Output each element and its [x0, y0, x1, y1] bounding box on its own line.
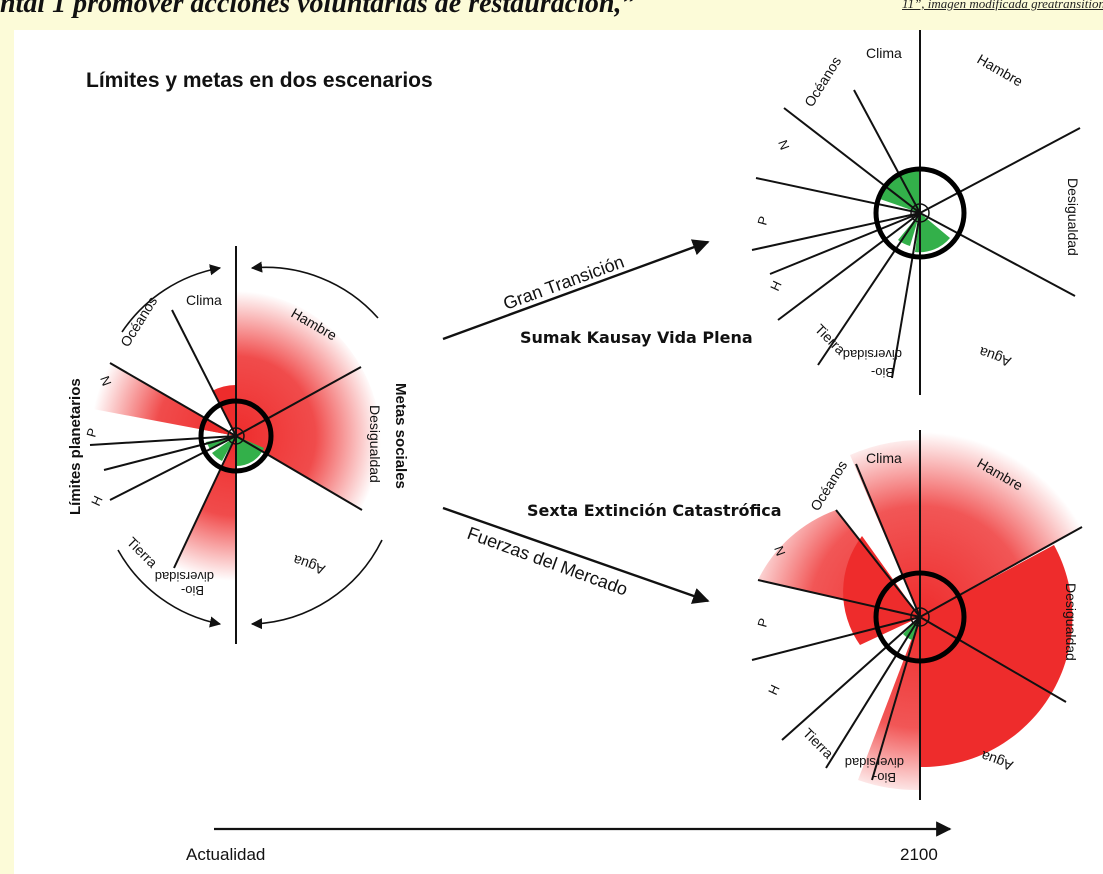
path-mark [250, 539, 383, 630]
line-mark [109, 362, 237, 437]
scenario-name-top: Sumak Kausay Vida Plena [520, 328, 753, 347]
diagram-panel: Límites y metas en dos escenarios [14, 30, 1103, 874]
line-mark [871, 616, 921, 781]
line-mark [89, 435, 237, 446]
wheel-current: Clima Océanos N P H Tierra diversidad Bi… [67, 246, 409, 644]
line-mark [919, 526, 1083, 618]
timeline-end: 2100 [900, 845, 938, 864]
path-mark [920, 545, 1073, 768]
label-agua-b: Agua [979, 748, 1015, 774]
label-agua-t: Agua [977, 344, 1013, 370]
scenario-name-bottom: Sexta Extinción Catastrófica [527, 501, 782, 520]
line-mark [751, 616, 921, 661]
line-mark [855, 463, 921, 618]
path-mark [915, 213, 950, 253]
line-mark [235, 366, 362, 437]
sector-desigualdad [236, 367, 381, 510]
sector-nitrogeno [93, 363, 236, 436]
line-mark [235, 435, 363, 511]
label-oceanos-t: Océanos [801, 54, 844, 110]
line-mark [173, 435, 237, 569]
label-desigualdad-l: Desigualdad [367, 405, 383, 483]
label-metas-sociales: Metas sociales [392, 383, 409, 489]
circle-mark [873, 166, 967, 260]
line-mark [817, 212, 921, 366]
label-clima-t: Clima [866, 45, 902, 61]
label-bio-l: Bio- [181, 583, 204, 598]
header-strip: ntal 1 promover acciones voluntarias de … [0, 0, 1103, 30]
label-p-t: P [754, 215, 771, 227]
label-desigualdad-b: Desigualdad [1063, 583, 1079, 661]
label-tierra-l: Tierra [124, 534, 161, 571]
header-note: 11”, imagen modificada greatransition [902, 0, 1103, 11]
sector-biodiversidad [174, 436, 236, 582]
line-mark [103, 435, 237, 471]
path-mark [758, 510, 920, 617]
line-mark [757, 579, 921, 618]
arrow-label-fuerzas-mercado: Fuerzas del Mercado [465, 523, 631, 600]
label-diversidad-l: diversidad [155, 569, 214, 584]
line-mark [919, 212, 1076, 297]
arrow-label-gran-transicion: Gran Transición [501, 252, 627, 314]
label-p-l: P [83, 427, 100, 439]
circle-mark [198, 398, 274, 474]
label-limites-planetarios: Límites planetarios [67, 378, 84, 515]
wheel-gran-transicion: Clima Océanos N P H Tierra diversidad Bi… [751, 30, 1081, 395]
label-n-t: N [775, 138, 792, 152]
line-mark [755, 177, 921, 214]
circle-mark [873, 570, 967, 664]
diagram-svg: Límites y metas en dos escenarios [67, 30, 1083, 864]
line-mark [919, 616, 1067, 703]
label-h-b: H [765, 682, 783, 697]
line-mark [781, 616, 921, 741]
label-bio-t: Bio- [871, 365, 894, 380]
path-mark [250, 261, 379, 319]
line-mark [751, 212, 921, 251]
label-bio-b: Bio- [873, 770, 896, 785]
label-oceanos-l: Océanos [117, 294, 160, 350]
path-mark [920, 431, 1082, 617]
line-mark [853, 89, 921, 214]
label-clima-l: Clima [186, 292, 222, 308]
label-diversidad-b: diversidad [845, 755, 904, 770]
header-text: ntal 1 promover acciones voluntarias de … [0, 0, 636, 19]
label-p-b: P [754, 617, 771, 629]
circle-mark [910, 607, 930, 627]
timeline-start: Actualidad [186, 845, 265, 864]
wheel-fuerzas-mercado: Clima Océanos N P H Tierra diversidad Bi… [751, 430, 1083, 800]
label-desigualdad-t: Desigualdad [1065, 178, 1081, 256]
line-mark [919, 127, 1081, 214]
line-mark [777, 212, 921, 321]
circle-mark [910, 203, 930, 223]
line-mark [769, 212, 921, 275]
line-mark [442, 506, 710, 604]
line-mark [891, 212, 921, 379]
label-h-t: H [767, 278, 785, 293]
label-agua-l: Agua [291, 552, 327, 578]
sector-agua [236, 436, 264, 467]
label-h-l: H [88, 493, 106, 508]
path-mark [117, 549, 222, 628]
label-tierra-b: Tierra [800, 725, 837, 762]
label-hambre-t: Hambre [975, 51, 1026, 90]
label-clima-b: Clima [866, 450, 902, 466]
path-mark [121, 264, 222, 333]
diagram-title: Límites y metas en dos escenarios [86, 69, 433, 92]
label-oceanos-b: Océanos [807, 458, 850, 514]
label-diversidad-t: diversidad [843, 347, 902, 362]
sector-hambre [236, 291, 361, 436]
circle-mark [227, 427, 245, 445]
line-mark [109, 435, 237, 501]
line-mark [825, 616, 921, 769]
line-mark [783, 107, 921, 214]
line-mark [442, 239, 710, 341]
line-mark [835, 509, 921, 618]
line-mark [171, 309, 237, 437]
